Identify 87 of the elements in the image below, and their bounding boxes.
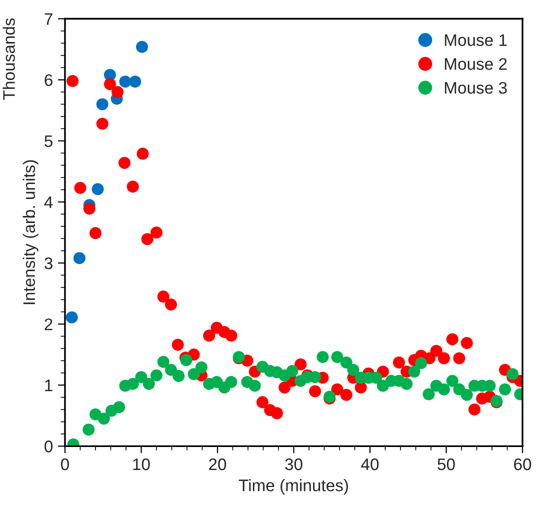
point: [438, 352, 450, 364]
point: [256, 396, 268, 408]
point: [408, 366, 420, 378]
point: [157, 290, 170, 303]
point: [498, 383, 511, 396]
point: [460, 388, 473, 401]
point: [392, 356, 405, 369]
point: [400, 378, 413, 390]
point: [136, 40, 148, 53]
point: [96, 98, 108, 110]
point: [150, 226, 162, 238]
point: [74, 182, 86, 194]
point: [141, 233, 154, 246]
point: [83, 202, 96, 215]
point: [172, 338, 184, 351]
x-tick-label: 60: [514, 458, 532, 470]
point: [506, 368, 519, 380]
point: [270, 407, 283, 420]
legend-label: Mouse 2: [444, 58, 507, 70]
y-tick-label: 4: [44, 196, 53, 208]
x-tick-label: 10: [133, 458, 150, 470]
y-tick-label: 0: [44, 440, 53, 452]
point: [92, 183, 104, 196]
text: Thousands: [2, 18, 15, 100]
x-tick-label: 50: [438, 458, 455, 470]
y-tick-label: 1: [45, 380, 52, 392]
point: [164, 298, 177, 311]
point: [430, 344, 442, 357]
point: [248, 380, 261, 392]
point: [460, 336, 473, 349]
x-tick-label: 40: [361, 458, 379, 470]
point: [453, 352, 466, 364]
point: [415, 357, 428, 370]
point: [225, 330, 238, 342]
x-axis-title: Time (minutes): [238, 479, 348, 495]
point: [112, 86, 124, 98]
point: [195, 361, 208, 374]
point: [468, 404, 480, 416]
y-axis-title: Intensity (arb. units): [22, 160, 38, 304]
point: [225, 376, 238, 388]
point: [316, 351, 329, 364]
point: [347, 364, 360, 376]
point: [96, 118, 108, 130]
point: [118, 156, 130, 169]
point: [135, 371, 148, 384]
point: [188, 368, 200, 380]
point: [309, 385, 322, 398]
point: [142, 378, 155, 390]
point: [172, 370, 185, 382]
point: [446, 374, 458, 387]
point: [438, 383, 450, 396]
point: [66, 311, 78, 324]
point: [89, 227, 102, 240]
point: [340, 388, 352, 401]
y-tick-label: 2: [44, 318, 52, 330]
point: [203, 330, 216, 342]
x-tick-label: 20: [209, 458, 226, 470]
point: [126, 378, 139, 390]
y-tick-label: 6: [44, 74, 52, 86]
point: [126, 180, 139, 193]
legend-label: Mouse 3: [444, 82, 507, 94]
point: [446, 333, 458, 346]
point: [331, 383, 344, 396]
x-tick-label: 0: [60, 458, 69, 470]
point: [73, 252, 86, 264]
point: [150, 369, 162, 382]
point: [113, 401, 126, 414]
y-tick-label: 3: [44, 257, 52, 270]
point: [331, 351, 344, 364]
y-tick-label: 7: [44, 13, 52, 25]
point: [119, 76, 132, 88]
point: [180, 354, 192, 366]
point: [82, 424, 95, 436]
point: [66, 75, 79, 88]
legend-label: Mouse 1: [444, 34, 507, 46]
point: [294, 358, 307, 370]
point: [98, 412, 110, 425]
point: [104, 78, 116, 90]
y-tick-label: 5: [44, 135, 52, 148]
point: [422, 388, 435, 400]
point: [157, 356, 170, 368]
point: [136, 148, 149, 160]
point: [278, 382, 291, 394]
x-tick-label: 30: [285, 458, 302, 470]
point: [286, 365, 298, 378]
point: [129, 76, 142, 88]
point: [340, 356, 352, 369]
